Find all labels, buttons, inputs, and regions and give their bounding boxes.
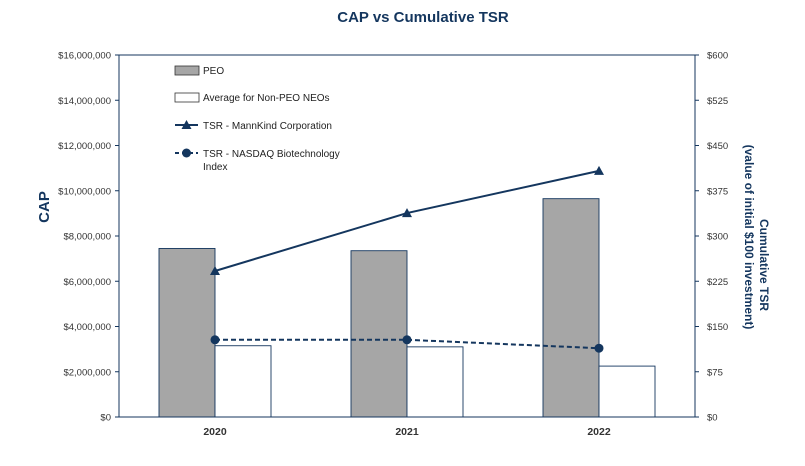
lines-group: [210, 165, 604, 353]
x-tick-label: 2020: [203, 426, 227, 438]
legend-label-nasdaq-line2: Index: [203, 162, 227, 173]
bar-non-peo: [406, 346, 464, 418]
bars-group: [158, 198, 656, 418]
legend-label-mannkind: TSR - MannKind Corporation: [203, 121, 332, 132]
y-tick-label: $16,000,000: [58, 51, 111, 62]
bar-non-peo: [214, 345, 272, 418]
legend: PEO Average for Non-PEO NEOs TSR - MannK…: [174, 65, 340, 173]
y2-tick-label: $600: [707, 51, 728, 62]
legend-swatch-peo: [174, 65, 200, 76]
point-nasdaq: [210, 335, 220, 345]
y-tick-label: $10,000,000: [58, 186, 111, 197]
y-tick-label: $4,000,000: [63, 322, 111, 333]
y-tick-label: $2,000,000: [63, 367, 111, 378]
y2-tick-label: $375: [707, 186, 728, 197]
bar-peo: [158, 247, 216, 418]
bar-peo: [350, 250, 408, 418]
right-axis-ticks: $0 $75 $150 $225 $300 $375 $450 $525 $600: [695, 51, 728, 424]
bar-non-peo: [598, 365, 656, 418]
y-tick-label: $12,000,000: [58, 141, 111, 152]
y-tick-label: $8,000,000: [63, 232, 111, 243]
y2-tick-label: $150: [707, 322, 728, 333]
point-mannkind: [594, 165, 604, 175]
x-tick-label: 2022: [587, 426, 611, 438]
point-mannkind: [210, 265, 220, 275]
y2-tick-label: $75: [707, 367, 723, 378]
point-nasdaq: [402, 335, 412, 345]
x-tick-label: 2021: [395, 426, 419, 438]
y-tick-label: $6,000,000: [63, 277, 111, 288]
legend-marker-triangle-icon: [181, 120, 192, 129]
legend-swatch-non-peo: [174, 92, 200, 103]
y2-tick-label: $525: [707, 96, 728, 107]
point-nasdaq: [594, 343, 604, 353]
y2-axis-label-line2: (value of initial $100 investment): [742, 145, 756, 330]
y2-tick-label: $450: [707, 141, 728, 152]
y-tick-label: $0: [100, 413, 111, 424]
bar-peo: [542, 198, 600, 418]
point-mannkind: [402, 208, 412, 218]
y2-tick-label: $300: [707, 232, 728, 243]
x-axis-ticks: 2020 2021 2022: [203, 426, 611, 438]
y2-axis-label-line1: Cumulative TSR: [757, 219, 771, 311]
y2-tick-label: $0: [707, 413, 718, 424]
y-axis-label: CAP: [36, 191, 53, 223]
left-axis-ticks: $0 $2,000,000 $4,000,000 $6,000,000 $8,000,0…: [58, 51, 119, 424]
y-tick-label: $14,000,000: [58, 96, 111, 107]
legend-label-non-peo: Average for Non-PEO NEOs: [203, 93, 330, 104]
y2-tick-label: $225: [707, 277, 728, 288]
legend-marker-circle-icon: [182, 148, 191, 158]
legend-label-nasdaq-line1: TSR - NASDAQ Biotechnology: [203, 149, 340, 160]
legend-label-peo: PEO: [203, 66, 224, 77]
chart-title: CAP vs Cumulative TSR: [337, 9, 509, 26]
